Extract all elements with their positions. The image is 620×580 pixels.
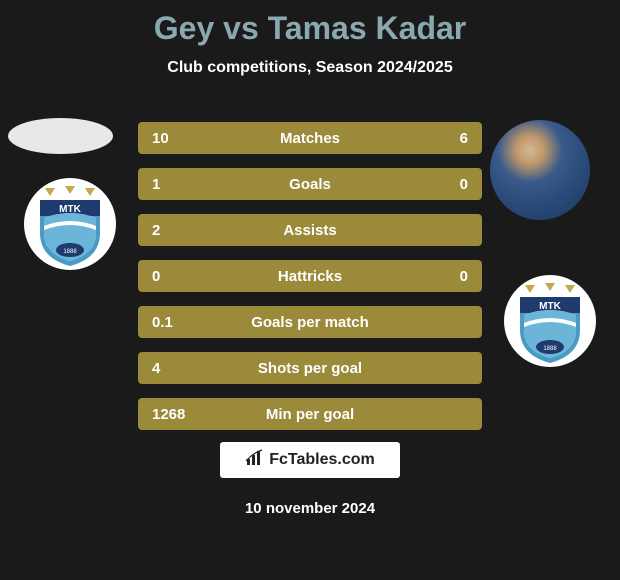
stat-left-value: 4 bbox=[152, 360, 160, 377]
page-subtitle: Club competitions, Season 2024/2025 bbox=[0, 59, 620, 77]
stat-label: Hattricks bbox=[278, 268, 342, 285]
stat-left-value: 1 bbox=[152, 176, 160, 193]
stat-right-value: 0 bbox=[460, 268, 468, 285]
stat-label: Assists bbox=[283, 222, 336, 239]
stat-left-value: 0 bbox=[152, 268, 160, 285]
stat-row: 2 Assists bbox=[138, 214, 482, 246]
chart-icon bbox=[245, 449, 265, 472]
stat-label: Shots per goal bbox=[258, 360, 362, 377]
stat-left-value: 0.1 bbox=[152, 314, 173, 331]
svg-text:1888: 1888 bbox=[543, 346, 557, 352]
stat-left-value: 2 bbox=[152, 222, 160, 239]
stat-label: Goals bbox=[289, 176, 331, 193]
stat-row: 0 Hattricks 0 bbox=[138, 260, 482, 292]
date-label: 10 november 2024 bbox=[245, 500, 375, 517]
fctables-watermark: FcTables.com bbox=[220, 442, 400, 478]
player-left-avatar bbox=[8, 118, 113, 154]
shield-icon: MTK 1888 bbox=[500, 275, 600, 367]
stat-row: 4 Shots per goal bbox=[138, 352, 482, 384]
stat-right-value: 6 bbox=[460, 130, 468, 147]
team-right-badge: MTK 1888 bbox=[500, 275, 600, 367]
stat-row: 0.1 Goals per match bbox=[138, 306, 482, 338]
stat-label: Matches bbox=[280, 130, 340, 147]
stat-label: Min per goal bbox=[266, 406, 354, 423]
stat-label: Goals per match bbox=[251, 314, 369, 331]
stat-left-value: 10 bbox=[152, 130, 169, 147]
shield-icon: MTK 1888 bbox=[20, 178, 120, 270]
stat-row: 10 Matches 6 bbox=[138, 122, 482, 154]
stat-row: 1268 Min per goal bbox=[138, 398, 482, 430]
team-left-badge: MTK 1888 bbox=[20, 178, 120, 270]
stat-left-value: 1268 bbox=[152, 406, 185, 423]
stat-right-value: 0 bbox=[460, 176, 468, 193]
stat-row: 1 Goals 0 bbox=[138, 168, 482, 200]
stats-container: 10 Matches 6 1 Goals 0 2 Assists 0 Hattr… bbox=[138, 122, 482, 444]
svg-text:1888: 1888 bbox=[63, 249, 77, 255]
page-title: Gey vs Tamas Kadar bbox=[0, 0, 620, 47]
fctables-label: FcTables.com bbox=[269, 451, 375, 469]
player-right-avatar bbox=[490, 120, 590, 220]
